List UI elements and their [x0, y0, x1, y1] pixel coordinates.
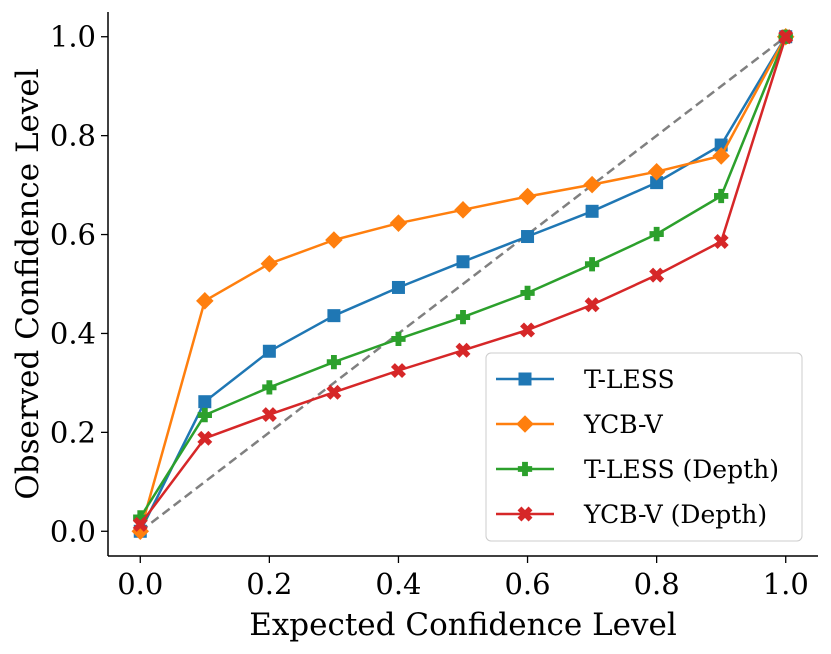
- y-tick-label-1: 0.2: [50, 415, 96, 449]
- legend-marker-3: [517, 506, 533, 522]
- data-point-s1-4: [389, 214, 408, 232]
- data-point-s2-9: [714, 188, 729, 204]
- data-point-s1-3: [325, 231, 343, 249]
- x-ticks: 0.0 0.2 0.4 0.6 0.8 1.0: [117, 556, 809, 601]
- legend: T-LESS YCB-V T-LESS (Depth) YCB-V (Depth): [485, 352, 803, 542]
- x-axis-title: Expected Confidence Level: [249, 607, 677, 643]
- data-point-s2-7: [584, 257, 600, 272]
- data-point-s2-0: [133, 510, 148, 525]
- data-point-s2-6: [520, 285, 535, 301]
- legend-entry-0: T-LESS: [496, 365, 675, 394]
- data-point-s0-2: [262, 344, 276, 358]
- data-point-s1-6: [518, 187, 537, 206]
- data-point-s3-10: [778, 29, 794, 45]
- series-3: [132, 29, 794, 532]
- legend-entry-3: YCB-V (Depth): [496, 500, 767, 529]
- data-point-s0-3: [327, 309, 341, 323]
- data-point-s2-5: [455, 309, 471, 325]
- legend-box: [485, 352, 803, 542]
- y-axis-title: Observed Confidence Level: [10, 68, 46, 499]
- legend-label-3: YCB-V (Depth): [583, 500, 767, 529]
- x-tick-label-1: 0.2: [246, 567, 292, 601]
- data-point-s1-7: [583, 175, 601, 194]
- x-tick-label-3: 0.6: [504, 567, 550, 601]
- x-tick-label-2: 0.4: [375, 567, 421, 601]
- data-point-s3-1: [197, 430, 213, 446]
- data-point-s3-7: [584, 297, 600, 313]
- data-point-s1-1: [196, 292, 214, 310]
- legend-entry-1: YCB-V: [496, 410, 664, 439]
- data-point-s3-4: [390, 363, 406, 379]
- y-tick-label-5: 1.0: [50, 20, 96, 54]
- data-point-s3-5: [455, 342, 471, 358]
- series-0: [133, 30, 793, 538]
- data-point-s2-4: [391, 331, 406, 347]
- data-point-s2-1: [197, 407, 212, 423]
- data-point-s2-3: [326, 354, 342, 370]
- legend-marker-2: [517, 461, 533, 477]
- data-point-s3-9: [713, 233, 729, 249]
- y-tick-label-2: 0.4: [50, 316, 96, 350]
- data-point-s0-5: [456, 255, 470, 269]
- data-point-s1-2: [260, 254, 279, 273]
- plot-area: [131, 27, 795, 541]
- x-tick-label-5: 1.0: [763, 567, 809, 601]
- data-point-s0-4: [391, 280, 405, 294]
- y-tick-label-4: 0.8: [50, 119, 96, 153]
- y-ticks: 0.0 0.2 0.4 0.6 0.8 1.0: [50, 20, 108, 548]
- x-tick-label-0: 0.0: [117, 567, 163, 601]
- data-point-s3-8: [649, 267, 665, 283]
- data-point-s2-2: [262, 380, 277, 395]
- legend-label-0: T-LESS: [584, 365, 675, 394]
- data-point-s1-5: [454, 201, 472, 219]
- data-point-s1-9: [712, 147, 730, 165]
- legend-entry-2: T-LESS (Depth): [496, 455, 779, 484]
- data-point-s1-8: [647, 162, 666, 181]
- reference-diagonal-line: [139, 35, 787, 533]
- y-tick-label-0: 0.0: [50, 514, 96, 548]
- data-point-s0-7: [585, 204, 599, 218]
- legend-marker-0: [518, 372, 532, 386]
- x-tick-label-4: 0.8: [634, 567, 680, 601]
- data-point-s2-8: [649, 226, 664, 242]
- data-point-s3-3: [326, 384, 342, 400]
- data-point-s3-2: [261, 407, 277, 423]
- data-point-s3-0: [132, 516, 148, 532]
- data-point-s0-8: [650, 176, 664, 190]
- y-tick-label-3: 0.6: [50, 218, 96, 252]
- legend-label-2: T-LESS (Depth): [584, 455, 779, 484]
- legend-marker-1: [516, 415, 534, 433]
- data-point-s0-1: [198, 395, 212, 409]
- data-point-s0-6: [521, 230, 535, 244]
- legend-label-1: YCB-V: [583, 410, 664, 439]
- data-point-s3-6: [520, 322, 536, 338]
